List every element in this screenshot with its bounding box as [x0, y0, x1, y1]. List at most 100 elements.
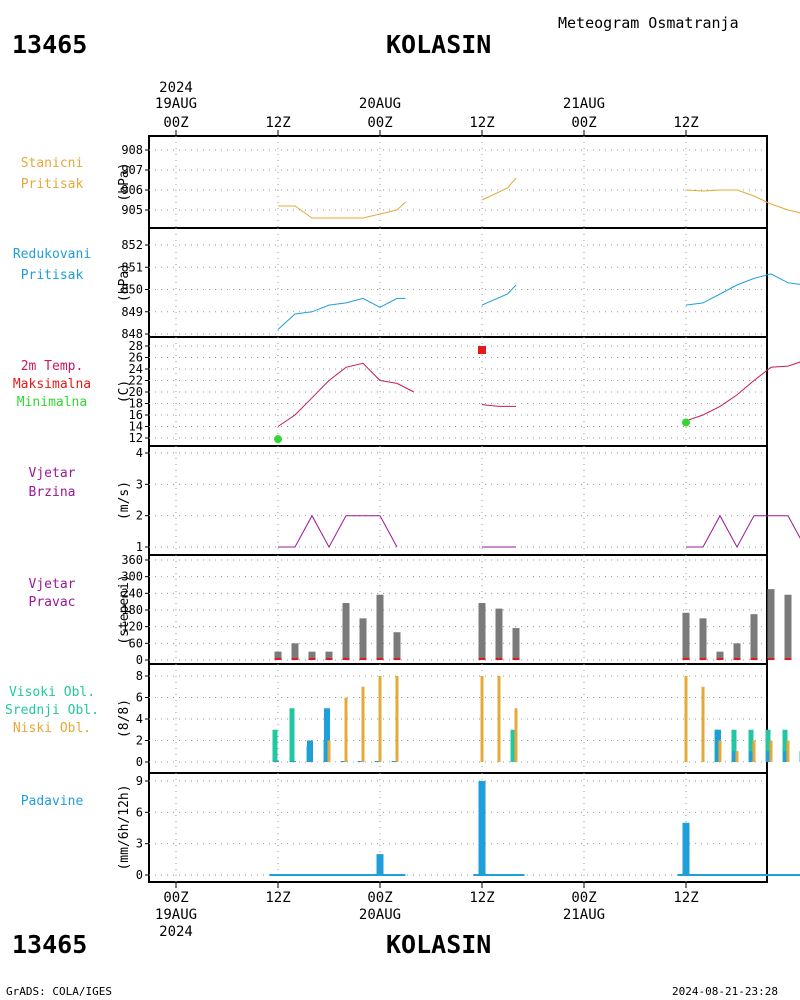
cloud-bar — [327, 740, 331, 762]
panel-label: Pritisak — [21, 177, 84, 192]
cloud-bar — [684, 676, 688, 762]
wind-dir-bar — [478, 603, 486, 660]
x-label-hour-bottom: 12Z — [265, 890, 290, 906]
y-tick-label: 906 — [121, 183, 143, 197]
cloud-bar — [378, 676, 382, 762]
panel-frame — [148, 554, 768, 665]
grads-credit: GrADS: COLA/IGES — [6, 985, 112, 998]
unit-label: (hPa) — [117, 162, 132, 201]
wind-dir-bar — [376, 594, 384, 660]
x-label-hour-top: 00Z — [367, 115, 392, 131]
y-tick-label: 0 — [136, 755, 143, 769]
panel-label: 2m Temp. — [21, 359, 84, 374]
x-label-date-top: 19AUG — [155, 96, 197, 112]
cloud-bar — [289, 708, 295, 762]
panel-frame — [148, 227, 768, 338]
x-label-hour-top: 12Z — [265, 115, 290, 131]
x-label-date-bottom: 21AUG — [563, 907, 605, 923]
y-tick-label: 850 — [121, 283, 143, 297]
y-tick-label: 180 — [121, 603, 143, 617]
wind-dir-bar — [682, 612, 690, 660]
meteogram-title: Meteogram Osmatranja — [558, 14, 739, 32]
y-tick-label: 3 — [136, 477, 143, 491]
precip-bar — [682, 822, 690, 875]
x-label-date-bottom: 19AUG — [155, 907, 197, 923]
y-tick-label: 2 — [136, 734, 143, 748]
panel-frame — [148, 135, 768, 229]
y-tick-label: 4 — [136, 712, 143, 726]
cloud-bar — [765, 729, 771, 762]
series-line — [278, 514, 398, 549]
y-tick-label: 0 — [136, 653, 143, 667]
y-tick-label: 852 — [121, 238, 143, 252]
y-tick-label: 18 — [129, 397, 143, 411]
x-label-date-bottom: 20AUG — [359, 907, 401, 923]
series-line — [481, 284, 517, 306]
series-line — [685, 189, 800, 214]
x-label-hour-top: 00Z — [163, 115, 188, 131]
x-label-hour-bottom: 00Z — [367, 890, 392, 906]
panel-frame — [148, 336, 768, 447]
cloud-bar — [341, 761, 347, 762]
cloud-bar — [273, 761, 279, 762]
wind-dir-bar — [274, 651, 282, 660]
panel-label: Padavine — [21, 794, 84, 809]
panel-label: Pritisak — [21, 268, 84, 283]
y-tick-label: 851 — [121, 260, 143, 274]
x-label-hour-top: 12Z — [469, 115, 494, 131]
cloud-bar — [749, 751, 755, 762]
x-label-year-top: 2024 — [159, 80, 193, 96]
y-tick-label: 2 — [136, 509, 143, 523]
station-id-bottom: 13465 — [12, 930, 88, 959]
unit-label: (8/8) — [117, 699, 132, 738]
y-tick-label: 0 — [136, 868, 143, 882]
station-name-bottom: KOLASIN — [386, 930, 492, 959]
cloud-bar — [732, 751, 738, 762]
x-label-date-top: 21AUG — [563, 96, 605, 112]
cloud-bar — [735, 751, 739, 762]
x-label-hour-bottom: 00Z — [571, 890, 596, 906]
y-tick-label: 849 — [121, 305, 143, 319]
cloud-bar — [392, 761, 398, 762]
wind-dir-bar — [750, 614, 758, 660]
cloud-bar — [358, 761, 364, 762]
y-tick-label: 16 — [129, 408, 143, 422]
cloud-bar — [786, 740, 790, 762]
series-line — [277, 297, 406, 330]
panel-6: 8 6 4 2 0 Visoki Obl. Srednji Obl. Niski Obl. (8… — [5, 663, 800, 774]
panel-2: 852 851 850 849 848 Redukovani Pritisak (hPa) — [13, 227, 800, 341]
cloud-bar — [272, 729, 278, 762]
cloud-bar — [783, 751, 789, 762]
wind-dir-bar — [291, 643, 299, 660]
min-temp-marker — [682, 418, 690, 427]
x-label-hour-top: 00Z — [571, 115, 596, 131]
y-tick-label: 120 — [121, 620, 143, 634]
y-tick-label: 20 — [129, 385, 143, 399]
panel-label: Stanicni — [21, 156, 84, 171]
y-tick-label: 848 — [121, 327, 143, 341]
x-label-hour-bottom: 00Z — [163, 890, 188, 906]
unit-label: (mm/6h/12h) — [117, 784, 132, 870]
panel-label: Brzina — [29, 485, 76, 500]
panel-1: 908 907 906 905 Stanicni Pritisak (hPa) — [21, 135, 800, 229]
cloud-bar — [497, 676, 501, 762]
cloud-bar — [782, 729, 788, 762]
cloud-bar — [375, 761, 381, 762]
x-label-hour-top: 12Z — [673, 115, 698, 131]
station-id-top: 13465 — [12, 30, 88, 59]
station-name-top: KOLASIN — [386, 30, 492, 59]
y-tick-label: 907 — [121, 163, 143, 177]
cloud-bar — [361, 686, 365, 762]
panel-4: 4 3 2 1 Vjetar Brzina (m/s) — [29, 445, 800, 556]
cloud-bar — [752, 740, 756, 762]
y-tick-label: 300 — [121, 570, 143, 584]
wind-dir-bar — [784, 594, 792, 660]
wind-dir-bar — [767, 589, 775, 660]
panel-5: 360 300 240 180 120 60 0 Vjetar Pravac (stepeni) — [29, 553, 792, 667]
cloud-bar — [290, 761, 296, 762]
y-tick-label: 4 — [136, 446, 143, 460]
panel-frame — [148, 772, 768, 883]
panel-7: 9 6 3 0 Padavine (mm/6h/12h) — [21, 772, 800, 883]
cloud-bar — [769, 740, 773, 762]
cloud-bar — [307, 740, 313, 762]
